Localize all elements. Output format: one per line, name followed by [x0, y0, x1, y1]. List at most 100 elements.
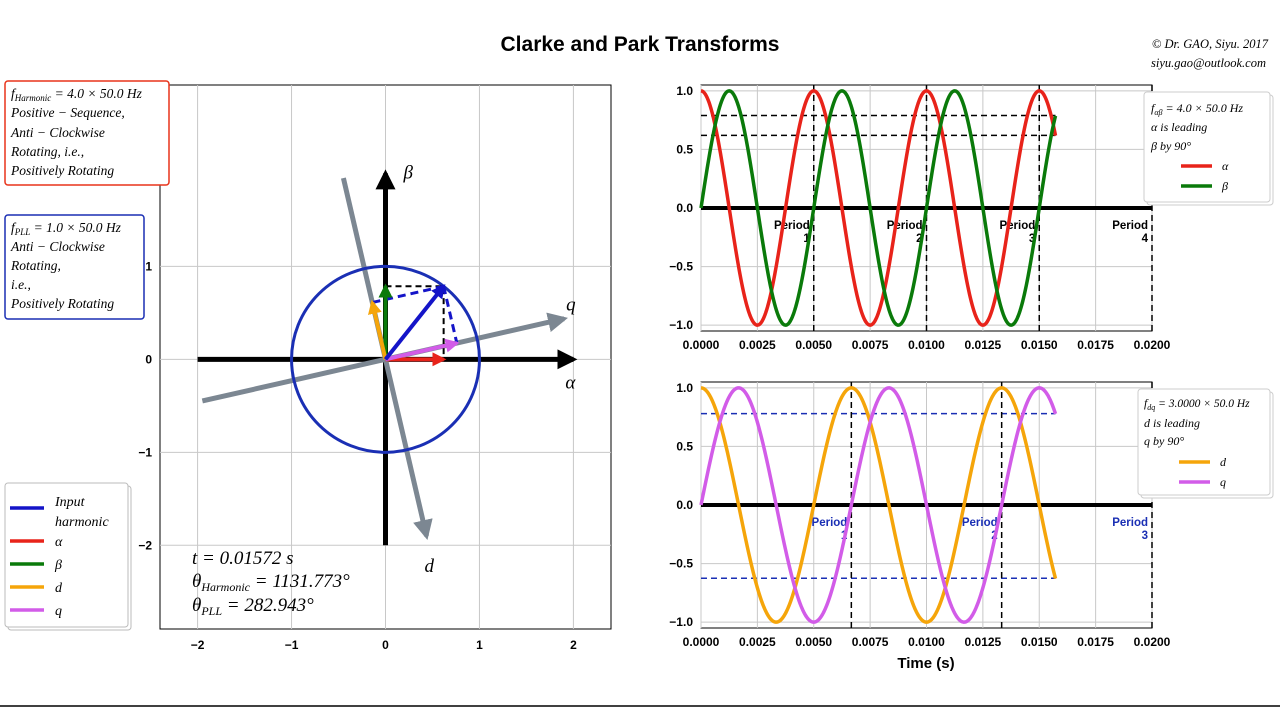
ab-period-number: 2 — [916, 233, 922, 245]
dq-ytick-label: −0.5 — [669, 557, 693, 571]
ab-period-number: 1 — [803, 233, 810, 245]
legend-d-label: d — [55, 581, 63, 596]
ab-period-label: Period — [774, 220, 810, 232]
ab-period-number: 4 — [1142, 233, 1149, 245]
legend-input-label-2: harmonic — [55, 515, 109, 530]
phasor-panel: −2 −1 0 1 2 −2 −1 0 1 α β d q — [138, 84, 612, 652]
dq-ytick-label: 1.0 — [676, 381, 693, 395]
pll-box-line-5: Positively Rotating — [10, 296, 114, 311]
time-axis-label: Time (s) — [897, 655, 954, 672]
ab-period-number: 3 — [1029, 233, 1035, 245]
ab-ytick-label: 1.0 — [676, 84, 693, 98]
phasor-xtick-label: 1 — [476, 638, 483, 652]
alpha-axis-label: α — [565, 372, 576, 393]
alpha-beta-panel: 0.0000 0.0025 0.0050 0.0075 0.0100 0.0125 0.01… — [669, 84, 1170, 352]
dq-xtick-label: 0.0125 — [965, 635, 1002, 649]
ab-legend-line-3: β by 90° — [1150, 139, 1191, 153]
dq-period-number: 3 — [1142, 530, 1148, 542]
ab-xtick-label: 0.0175 — [1077, 338, 1114, 352]
q-component-arrow — [385, 338, 460, 362]
ab-xtick-label: 0.0150 — [1021, 338, 1058, 352]
ab-series-beta — [699, 89, 1058, 327]
phasor-ytick-label: −1 — [138, 445, 152, 459]
phasor-ytick-label: 1 — [145, 259, 152, 273]
dq-legend-line-3: q by 90° — [1144, 434, 1184, 448]
ab-xtick-label: 0.0000 — [683, 338, 720, 352]
ab-legend-alpha-label: α — [1222, 159, 1229, 173]
harmonic-box-line-3: Anti − Clockwise — [10, 125, 105, 140]
ab-ytick-label: −0.5 — [669, 260, 693, 274]
figure-title: Clarke and Park Transforms — [501, 33, 780, 56]
phasor-xtick-label: −1 — [285, 638, 299, 652]
dq-xtick-label: 0.0025 — [739, 635, 776, 649]
dq-ytick-label: 0.0 — [676, 498, 693, 512]
dq-ytick-label: −1.0 — [669, 615, 693, 629]
pll-box-line-3: Rotating, — [10, 258, 61, 273]
ab-xtick-label: 0.0025 — [739, 338, 776, 352]
ab-ytick-label: 0.5 — [676, 142, 693, 156]
time-readout: t = 0.01572 s — [192, 548, 294, 569]
phasor-xtick-label: 0 — [382, 638, 389, 652]
input-harmonic-arrow — [383, 284, 446, 361]
d-axis-label: d — [425, 556, 435, 577]
email-text: siyu.gao@outlook.com — [1151, 56, 1266, 70]
phasor-xtick-label: 2 — [570, 638, 577, 652]
dq-xtick-label: 0.0175 — [1077, 635, 1114, 649]
pll-box-line-2: Anti − Clockwise — [10, 239, 105, 254]
harmonic-info-box: fHarmonic = 4.0 × 50.0 Hz Positive − Seq… — [4, 80, 170, 186]
unit-circle — [290, 264, 481, 454]
legend-alpha-label: α — [55, 535, 63, 550]
ab-xtick-label: 0.0100 — [908, 338, 945, 352]
copyright-text: © Dr. GAO, Siyu. 2017 — [1152, 37, 1269, 51]
dq-ytick-label: 0.5 — [676, 439, 693, 453]
q-projection-line — [442, 285, 459, 344]
beta-axis-label: β — [403, 162, 414, 183]
theta-pll-readout: θPLL = 282.943° — [192, 595, 314, 618]
pll-box-line-1: fPLL = 1.0 × 50.0 Hz — [11, 220, 122, 237]
dq-xtick-label: 0.0200 — [1134, 635, 1171, 649]
dq-xtick-label: 0.0100 — [908, 635, 945, 649]
q-axis — [201, 312, 568, 404]
alpha-beta-legend: fαβ = 4.0 × 50.0 Hz α is leading β by 90… — [1143, 91, 1274, 206]
dq-series-d — [700, 386, 1058, 624]
pll-box-line-4: i.e., — [11, 277, 31, 292]
dq-series-q — [699, 386, 1058, 624]
ab-ytick-label: −1.0 — [669, 318, 693, 332]
harmonic-box-line-5: Positively Rotating — [10, 163, 114, 178]
dq-xtick-label: 0.0050 — [795, 635, 832, 649]
dq-xtick-label: 0.0150 — [1021, 635, 1058, 649]
ab-period-label: Period — [887, 220, 923, 232]
pll-info-box: fPLL = 1.0 × 50.0 Hz Anti − Clockwise Ro… — [4, 214, 145, 320]
ab-legend-beta-label: β — [1221, 179, 1228, 193]
dq-period-label: Period — [1112, 517, 1148, 529]
d-q-legend: fdq = 3.0000 × 50.0 Hz d is leading q by… — [1137, 388, 1274, 499]
dq-legend-line-2: d is leading — [1144, 416, 1200, 430]
harmonic-box-line-2: Positive − Sequence, — [10, 105, 125, 120]
phasor-ytick-label: −2 — [138, 538, 152, 552]
ab-ytick-label: 0.0 — [676, 201, 693, 215]
harmonic-box-line-4: Rotating, i.e., — [10, 144, 84, 159]
phasor-xtick-label: −2 — [191, 638, 205, 652]
ab-period-label: Period — [999, 220, 1035, 232]
dq-period-label: Period — [962, 517, 998, 529]
legend-q-label: q — [55, 604, 62, 619]
dq-xtick-label: 0.0075 — [852, 635, 889, 649]
q-axis-label: q — [566, 295, 576, 316]
dq-legend-d-label: d — [1220, 455, 1227, 469]
dq-period-label: Period — [812, 517, 848, 529]
legend-input-label-1: Input — [54, 495, 86, 510]
dq-legend-freq: fdq = 3.0000 × 50.0 Hz — [1144, 398, 1250, 412]
d-component-arrow — [368, 299, 388, 360]
legend-beta-label: β — [54, 558, 62, 573]
ab-legend-line-2: α is leading — [1151, 120, 1207, 134]
phasor-ytick-label: 0 — [145, 352, 152, 366]
ab-legend-freq: fαβ = 4.0 × 50.0 Hz — [1151, 101, 1243, 117]
ab-xtick-label: 0.0050 — [795, 338, 832, 352]
dq-legend-q-label: q — [1220, 475, 1226, 489]
ab-xtick-label: 0.0125 — [965, 338, 1002, 352]
ab-period-label: Period — [1112, 220, 1148, 232]
ab-xtick-label: 0.0200 — [1134, 338, 1171, 352]
ab-xtick-label: 0.0075 — [852, 338, 889, 352]
dq-xtick-label: 0.0000 — [683, 635, 720, 649]
